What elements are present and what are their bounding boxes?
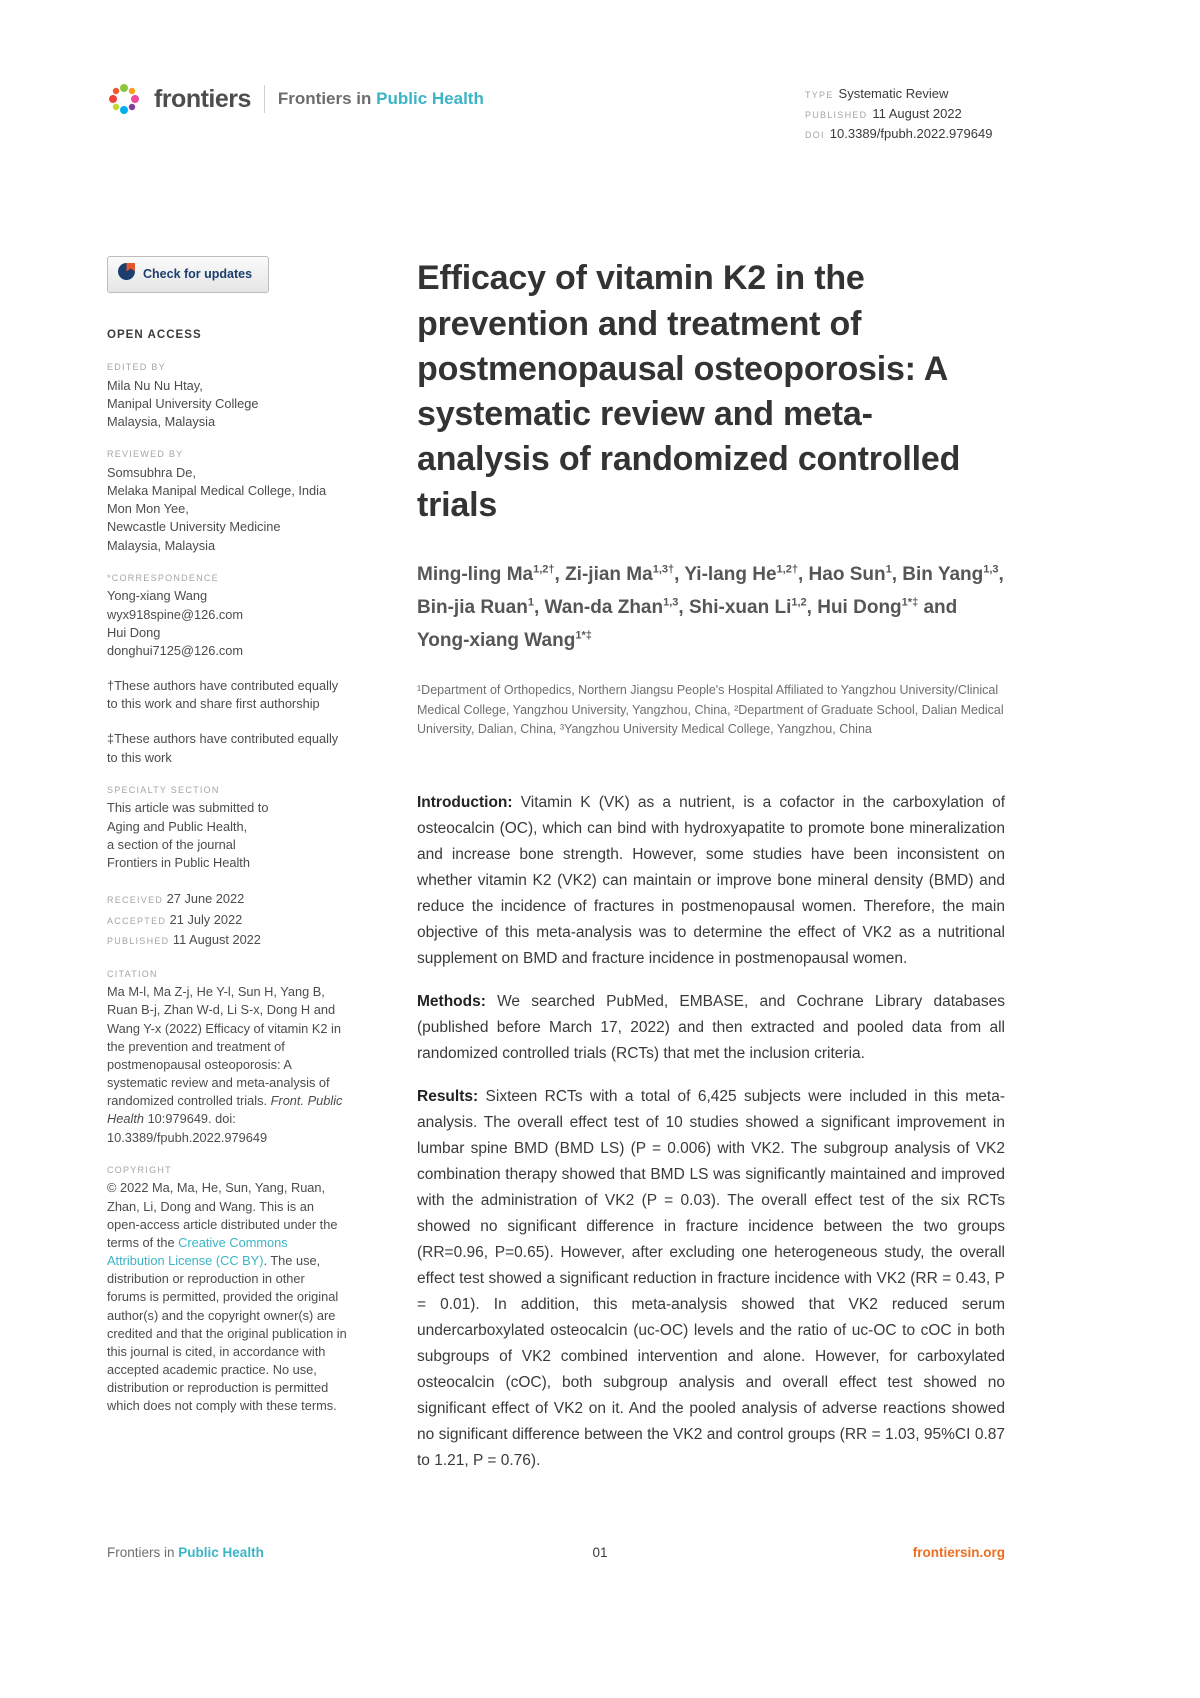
- article: Efficacy of vitamin K2 in the prevention…: [417, 256, 1005, 1491]
- author: Yi-lang He1,2†,: [684, 563, 809, 585]
- author: Hao Sun1,: [808, 563, 903, 585]
- meta-type-label: TYPE: [805, 90, 834, 100]
- author: Yong-xiang Wang1*‡: [417, 629, 592, 652]
- correspondence-email[interactable]: donghui7125@126.com: [107, 642, 244, 658]
- accepted-date: ACCEPTED 21 July 2022: [107, 910, 347, 930]
- author: Wan-da Zhan1,3,: [544, 596, 689, 618]
- check-for-updates-label: Check for updates: [143, 266, 253, 281]
- abstract-introduction-label: Introduction:: [417, 793, 513, 811]
- correspondence-email[interactable]: wyx918spine@126.com: [107, 606, 244, 622]
- frontiers-logo-word: frontiers: [154, 84, 251, 113]
- abstract-methods-label: Methods:: [417, 992, 486, 1010]
- copyright-after-link: . The use, distribution or reproduction …: [107, 1253, 347, 1414]
- equal-contribution-first-note: †These authors have contributed equally …: [107, 678, 339, 712]
- copyright-label: COPYRIGHT: [107, 1164, 172, 1175]
- footer: Frontiers in Public Health 01 frontiersi…: [0, 1545, 1200, 1567]
- published-label: PUBLISHED: [107, 936, 170, 947]
- author: Zi-jian Ma1,3†,: [565, 563, 685, 585]
- correspondence-contact: Yong-xiang Wang wyx918spine@126.com: [107, 587, 347, 623]
- citation-journal: Front. Public Health: [107, 1093, 343, 1127]
- journal-brand: frontiers Frontiers in Public Health: [107, 82, 484, 116]
- specialty-section-label: SPECIALTY SECTION: [107, 784, 220, 795]
- frontiers-logo-icon: [107, 82, 141, 116]
- copyright-before-link: © 2022 Ma, Ma, He, Sun, Yang, Ruan, Zhan…: [107, 1180, 338, 1250]
- author: Bin-jia Ruan1,: [417, 596, 545, 618]
- meta-published-label: PUBLISHED: [805, 110, 868, 121]
- article-title: Efficacy of vitamin K2 in the prevention…: [417, 259, 961, 524]
- reviewed-by-text: Somsubhra De, Melaka Manipal Medical Col…: [107, 464, 327, 553]
- published-value: 11 August 2022: [172, 932, 261, 948]
- correspondence-name: Hui Dong: [107, 624, 161, 640]
- copyright-block: COPYRIGHT © 2022 Ma, Ma, He, Sun, Yang, …: [107, 1164, 347, 1416]
- citation-block: CITATION Ma M-l, Ma Z-j, He Y-l, Sun H, …: [107, 968, 347, 1147]
- citation-label: CITATION: [107, 968, 158, 979]
- meta-doi-label: DOI: [805, 130, 825, 141]
- correspondence-contact: Hui Dong donghui7125@126.com: [107, 624, 347, 660]
- received-value: 27 June 2022: [166, 891, 245, 907]
- journal-title: Frontiers in Public Health: [278, 89, 484, 109]
- accepted-value: 21 July 2022: [169, 911, 243, 927]
- citation-body: Ma M-l, Ma Z-j, He Y-l, Sun H, Yang B, R…: [107, 984, 342, 1109]
- reviewed-by-block: REVIEWED BY Somsubhra De, Melaka Manipal…: [107, 448, 347, 555]
- footer-journal-name: Public Health: [178, 1545, 264, 1560]
- abstract-introduction-text: Vitamin K (VK) as a nutrient, is a cofac…: [417, 793, 1006, 967]
- correspondence-label: *CORRESPONDENCE: [107, 572, 219, 583]
- history-dates-block: RECEIVED 27 June 2022 ACCEPTED 21 July 2…: [107, 889, 347, 950]
- abstract-results-label: Results:: [417, 1087, 479, 1105]
- page-number: 01: [592, 1545, 608, 1560]
- open-access-label: OPEN ACCESS: [107, 328, 202, 341]
- affiliations: ¹Department of Orthopedics, Northern Jia…: [417, 683, 1004, 737]
- brand-divider: [263, 85, 265, 113]
- specialty-section-text: This article was submitted to Aging and …: [107, 800, 269, 870]
- meta-doi: DOI 10.3389/fpubh.2022.979649: [805, 124, 1005, 144]
- accepted-label: ACCEPTED: [107, 915, 167, 926]
- author: Shi-xuan Li1,2,: [688, 596, 818, 618]
- abstract-methods: Methods: We searched PubMed, EMBASE, and…: [417, 989, 1005, 1067]
- footer-site-link[interactable]: frontiersin.org: [912, 1545, 1005, 1560]
- meta-published-value: 11 August 2022: [872, 106, 962, 122]
- edited-by-label: EDITED BY: [107, 361, 166, 372]
- footer-journal-prefix: Frontiers in: [107, 1545, 175, 1560]
- abstract-results-text: Sixteen RCTs with a total of 6,425 subje…: [417, 1087, 1005, 1470]
- author-list: Ming-ling Ma1,2†, Zi-jian Ma1,3†, Yi-lan…: [417, 558, 1005, 658]
- abstract-results: Results: Sixteen RCTs with a total of 6,…: [417, 1084, 1005, 1474]
- citation-text: Ma M-l, Ma Z-j, He Y-l, Sun H, Yang B, R…: [107, 983, 347, 1146]
- author: Bin Yang1,3,: [902, 563, 1004, 585]
- published-date: PUBLISHED 11 August 2022: [107, 930, 347, 950]
- equal-contribution-note: ‡These authors have contributed equally …: [107, 731, 339, 765]
- reviewed-by-label: REVIEWED BY: [107, 449, 184, 460]
- creative-commons-link[interactable]: Creative Commons Attribution License (CC…: [107, 1234, 288, 1269]
- specialty-section-block: SPECIALTY SECTION This article was submi…: [107, 784, 347, 872]
- abstract-methods-text: We searched PubMed, EMBASE, and Cochrane…: [417, 992, 1005, 1062]
- header: frontiers Frontiers in Public Health TYP…: [107, 82, 1005, 144]
- received-date: RECEIVED 27 June 2022: [107, 889, 347, 909]
- copyright-text: © 2022 Ma, Ma, He, Sun, Yang, Ruan, Zhan…: [107, 1179, 347, 1415]
- edited-by-text: Mila Nu Nu Htay, Manipal University Coll…: [107, 377, 259, 429]
- journal-title-name: Public Health: [376, 89, 484, 108]
- correspondence-block: *CORRESPONDENCE Yong-xiang Wang wyx918sp…: [107, 572, 347, 660]
- correspondence-name: Yong-xiang Wang: [107, 588, 208, 604]
- received-label: RECEIVED: [107, 895, 164, 906]
- meta-published: PUBLISHED 11 August 2022: [805, 104, 1005, 124]
- author: Hui Dong1*‡ and: [817, 596, 958, 618]
- edited-by-block: EDITED BY Mila Nu Nu Htay, Manipal Unive…: [107, 361, 347, 431]
- journal-title-prefix: Frontiers in: [277, 89, 372, 108]
- check-for-updates-badge[interactable]: Check for updates: [107, 256, 270, 293]
- citation-tail: 10:979649. doi: 10.3389/fpubh.2022.97964…: [107, 1111, 268, 1145]
- article-meta: TYPE Systematic Review PUBLISHED 11 August…: [805, 82, 1005, 144]
- crossmark-icon: [118, 263, 135, 285]
- author: Ming-ling Ma1,2†,: [417, 563, 566, 585]
- footer-journal: Frontiers in Public Health: [107, 1545, 264, 1560]
- meta-doi-value[interactable]: 10.3389/fpubh.2022.979649: [829, 126, 993, 142]
- abstract-introduction: Introduction: Vitamin K (VK) as a nutrie…: [417, 790, 1005, 972]
- meta-type: TYPE Systematic Review: [805, 84, 1005, 104]
- sidebar: Check for updates OPEN ACCESS EDITED BY …: [107, 256, 347, 1491]
- meta-type-value: Systematic Review: [838, 86, 949, 101]
